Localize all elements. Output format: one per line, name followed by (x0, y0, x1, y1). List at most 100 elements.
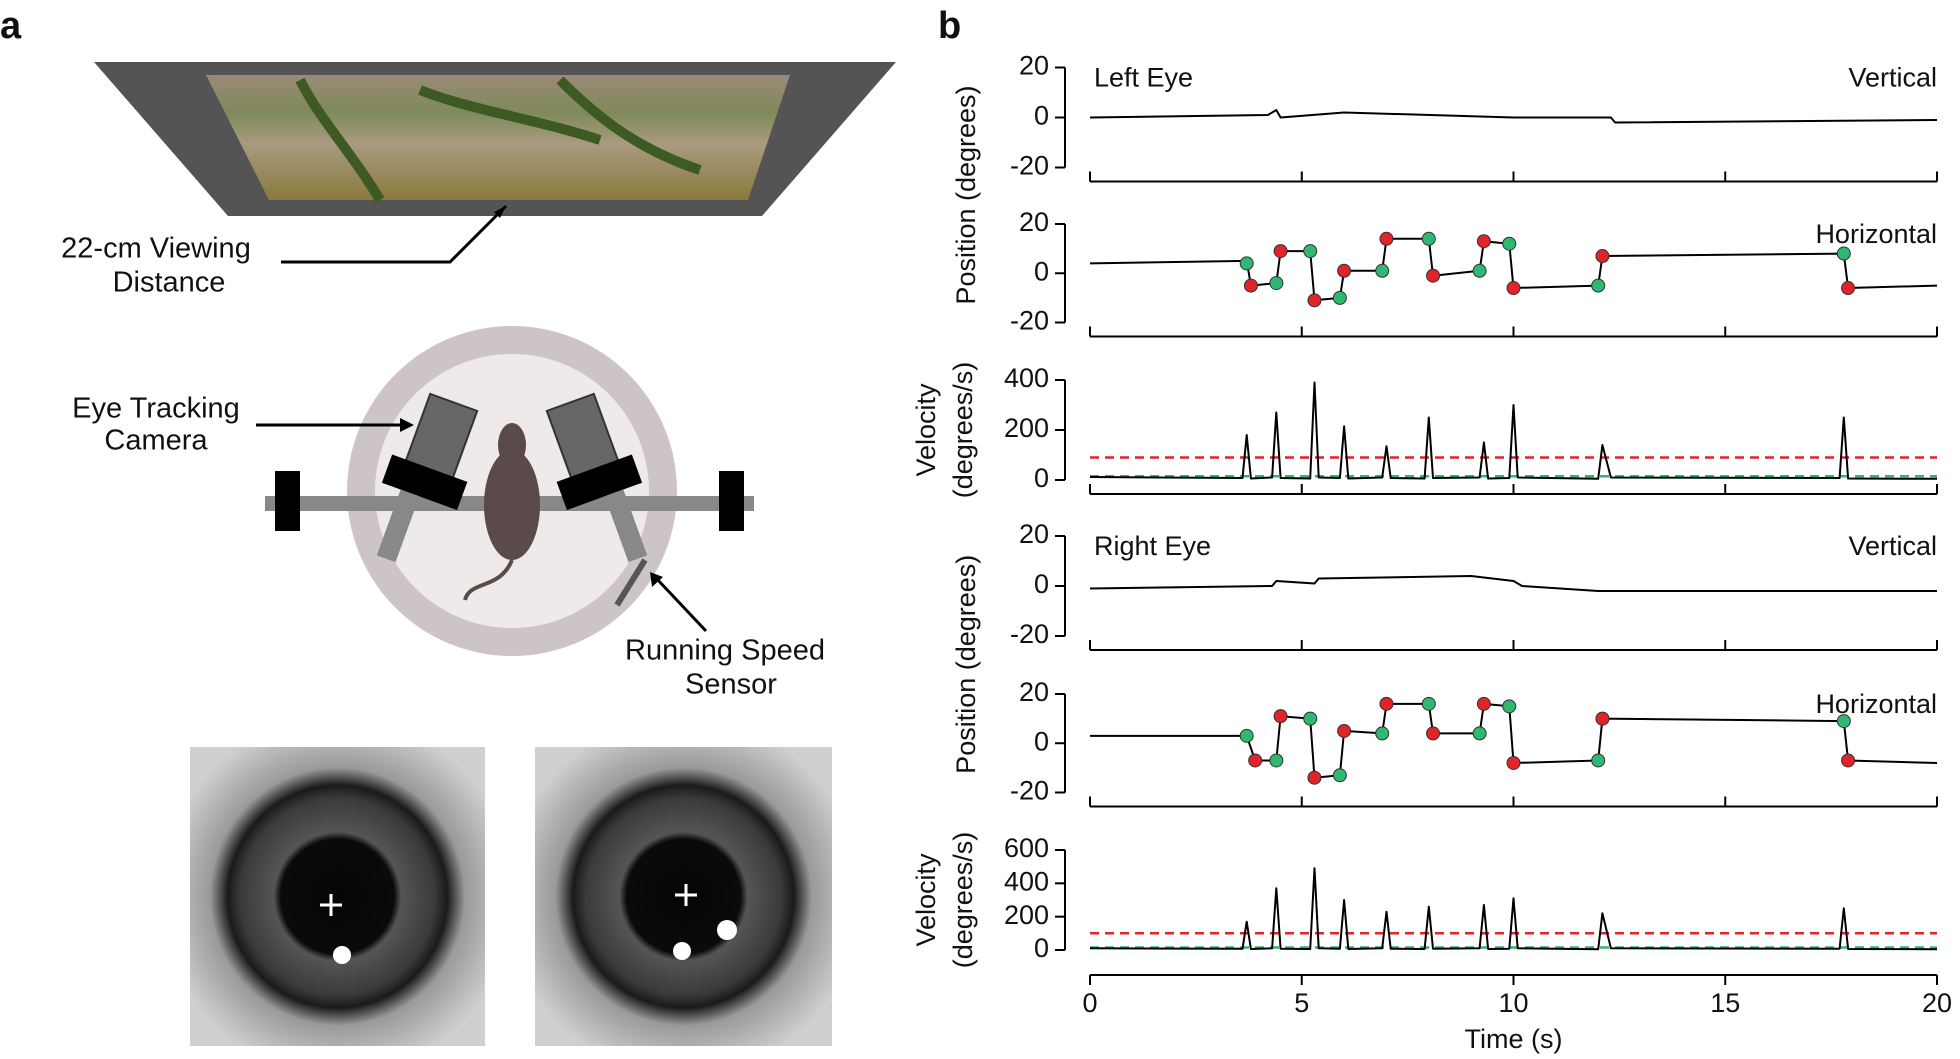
y-tick-label: 20 (1019, 51, 1049, 81)
camera-right (545, 392, 648, 563)
eye-label: Right Eye (1094, 531, 1211, 561)
saccade-marker (1375, 726, 1390, 741)
y-tick-label: -20 (1010, 306, 1049, 336)
saccade-marker (1269, 753, 1284, 768)
reflection (333, 946, 351, 964)
y-tick-label: 0 (1034, 463, 1049, 493)
component-label: Horizontal (1815, 219, 1937, 249)
camera-label: Eye Tracking (72, 393, 240, 425)
saccade-marker (1379, 231, 1394, 246)
saccade-marker (1332, 290, 1347, 305)
clamp (719, 471, 744, 531)
y-axis-label: Velocity (911, 383, 941, 477)
saccade-marker (1239, 256, 1254, 271)
trace (1089, 109, 1938, 124)
viewing-label: 22-cm Viewing (61, 233, 251, 265)
arrowhead (400, 418, 414, 432)
x-tick-label: 5 (1294, 988, 1309, 1018)
sensor (614, 558, 648, 607)
x-tick-label: 20 (1922, 988, 1952, 1018)
saccade-marker (1239, 728, 1254, 743)
y-axis-label: Velocity (911, 853, 941, 947)
saccade-marker (1307, 770, 1322, 785)
y-tick-label: 200 (1004, 900, 1049, 930)
panel-label: b (938, 5, 961, 47)
saccade-marker (1472, 263, 1487, 278)
saccade-marker (1421, 696, 1436, 711)
y-tick-label: -20 (1010, 619, 1049, 649)
trace (1089, 381, 1938, 480)
saccade-marker (1332, 768, 1347, 783)
saccade-marker (1426, 268, 1441, 283)
camera-left (376, 392, 479, 563)
y-tick-label: 200 (1004, 413, 1049, 443)
y-tick-label: 0 (1034, 101, 1049, 131)
y-axis-label: (degrees/s) (948, 362, 978, 499)
saccade-marker (1506, 755, 1521, 770)
saccade-marker (1591, 278, 1606, 293)
saccade-marker (1379, 696, 1394, 711)
arrowhead (494, 206, 506, 218)
reflection (673, 942, 691, 960)
saccade-marker (1337, 723, 1352, 738)
saccade-marker (1502, 699, 1517, 714)
saccade-marker (1472, 726, 1487, 741)
y-tick-label: -20 (1010, 776, 1049, 806)
camera-label: Camera (104, 425, 208, 457)
y-tick-label: -20 (1010, 151, 1049, 181)
saccade-marker (1476, 696, 1491, 711)
saccade-marker (1303, 711, 1318, 726)
y-tick-label: 0 (1034, 933, 1049, 963)
panel-label: a (0, 5, 22, 47)
arrow (281, 204, 508, 264)
saccade-marker (1836, 714, 1851, 729)
x-tick-label: 15 (1710, 988, 1740, 1018)
saccade-marker (1506, 281, 1521, 296)
y-tick-label: 0 (1034, 569, 1049, 599)
saccade-marker (1273, 709, 1288, 724)
trace (1089, 237, 1938, 302)
saccade-marker (1595, 249, 1610, 264)
scene-image (206, 75, 790, 200)
saccade-marker (1375, 263, 1390, 278)
reflection (717, 920, 737, 940)
saccade-marker (1841, 281, 1856, 296)
y-tick-label: 0 (1034, 726, 1049, 756)
mouse (484, 450, 540, 560)
y-axis-label: Position (degrees) (951, 555, 981, 774)
arrowhead (650, 572, 663, 587)
y-tick-label: 400 (1004, 866, 1049, 896)
saccade-marker (1273, 244, 1288, 259)
saccade-marker (1307, 293, 1322, 308)
saccade-marker (1337, 263, 1352, 278)
saccade-marker (1426, 726, 1441, 741)
mouse-tail (463, 559, 514, 601)
trace (1089, 867, 1938, 951)
pupil-cross (320, 884, 697, 916)
y-tick-label: 600 (1004, 833, 1049, 863)
sensor-label: Sensor (685, 669, 777, 701)
clamp (275, 471, 300, 531)
saccade-marker (1591, 753, 1606, 768)
component-label: Vertical (1848, 531, 1937, 561)
component-label: Horizontal (1815, 689, 1937, 719)
y-tick-label: 20 (1019, 677, 1049, 707)
mouse-head (498, 423, 526, 467)
saccade-marker (1269, 276, 1284, 291)
saccade-marker (1243, 278, 1258, 293)
x-tick-label: 10 (1498, 988, 1528, 1018)
y-tick-label: 400 (1004, 363, 1049, 393)
saccade-marker (1502, 236, 1517, 251)
y-tick-label: 20 (1019, 207, 1049, 237)
trace (1089, 575, 1937, 592)
trace (1090, 702, 1938, 779)
saccade-marker (1836, 246, 1851, 261)
arrow (654, 576, 708, 633)
saccade-marker (1476, 234, 1491, 249)
y-axis-label: (degrees/s) (948, 832, 978, 969)
saccade-marker (1421, 231, 1436, 246)
eye-photo-left (190, 747, 485, 1046)
saccade-marker (1303, 244, 1318, 259)
sensor-label: Running Speed (625, 635, 825, 667)
